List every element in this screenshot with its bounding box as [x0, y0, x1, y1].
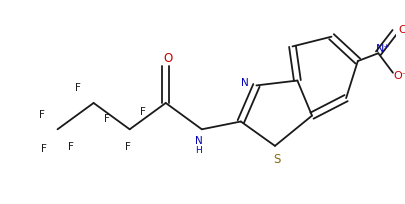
Text: N: N	[240, 79, 248, 89]
Text: F: F	[140, 107, 146, 117]
Text: F: F	[104, 114, 110, 124]
Text: F: F	[68, 142, 74, 152]
Text: F: F	[124, 142, 130, 152]
Text: O: O	[397, 25, 405, 35]
Text: O: O	[163, 52, 172, 65]
Text: F: F	[75, 83, 81, 93]
Text: N: N	[194, 136, 202, 146]
Text: O⁻: O⁻	[392, 71, 405, 81]
Text: F: F	[39, 110, 45, 120]
Text: H: H	[195, 146, 202, 155]
Text: S: S	[273, 153, 280, 166]
Text: F: F	[41, 144, 47, 154]
Text: N⁺: N⁺	[375, 44, 389, 54]
